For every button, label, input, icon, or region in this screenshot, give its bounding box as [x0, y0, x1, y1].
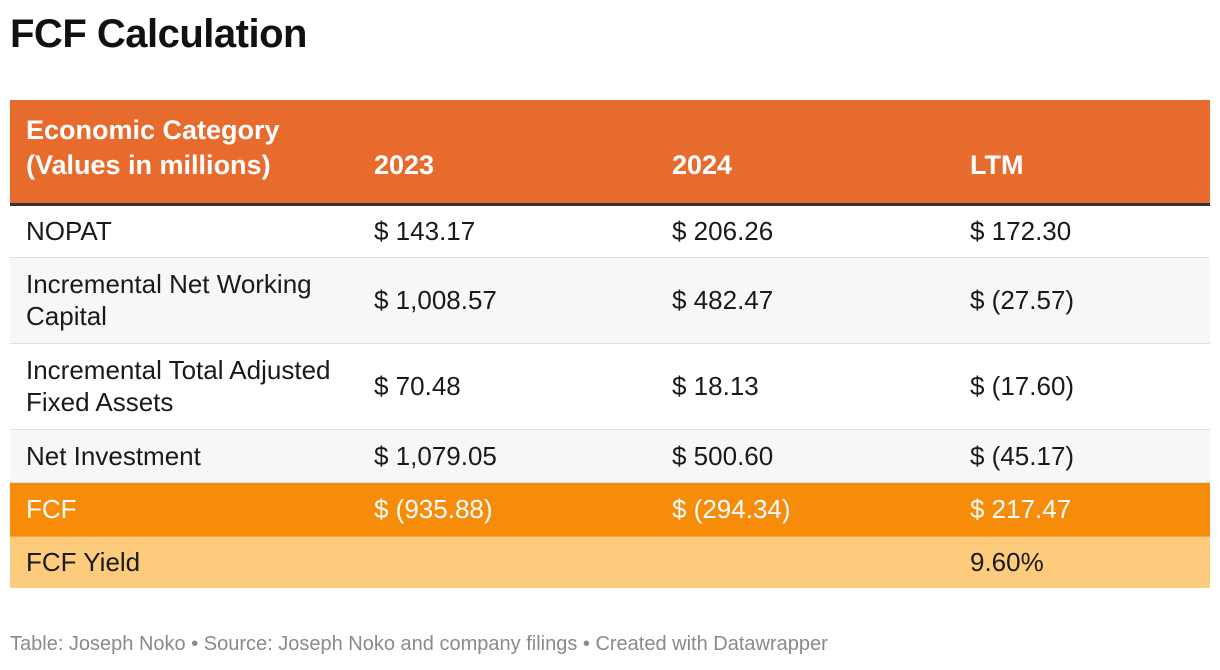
header-ltm: LTM: [954, 100, 1210, 206]
cell-2024: [656, 536, 954, 588]
cell-ltm: $ 217.47: [954, 482, 1210, 537]
cell-ltm: $ (17.60): [954, 343, 1210, 430]
cell-ltm: $ 172.30: [954, 204, 1210, 258]
cell-2024: $ 18.13: [656, 343, 954, 430]
footer-credits: Table: Joseph Noko • Source: Joseph Noko…: [10, 633, 828, 655]
table-row-incremental-fixed-assets: Incremental Total Adjusted Fixed Assets …: [10, 343, 1210, 430]
cell-ltm: 9.60%: [970, 547, 1044, 578]
header-row: Economic Category (Values in millions) 20…: [10, 100, 1210, 206]
table-header: Economic Category (Values in millions) 20…: [10, 100, 1210, 206]
cell-ltm: $ (45.17): [954, 429, 1210, 483]
table-row-incremental-nwc: Incremental Net Working Capital $ 1,008.…: [10, 257, 1210, 344]
cell-ltm: $ (27.57): [954, 257, 1210, 344]
table-row-net-investment: Net Investment $ 1,079.05 $ 500.60 $ (45…: [10, 429, 1210, 483]
table-row-nopat: NOPAT $ 143.17 $ 206.26 $ 172.30: [10, 204, 1210, 258]
cell-2024: $ (294.34): [656, 482, 954, 537]
table-row-fcf-yield: FCF Yield 9.60%: [10, 536, 1210, 588]
header-category-line2: (Values in millions): [26, 149, 271, 180]
cell-2024: $ 500.60: [656, 429, 954, 483]
table-row-fcf: FCF $ (935.88) $ (294.34) $ 217.47: [10, 482, 1210, 537]
cell-2024: $ 206.26: [656, 204, 954, 258]
row-label: Net Investment: [10, 429, 358, 483]
header-category-line1: Economic Category: [26, 114, 280, 145]
row-label: FCF Yield: [26, 547, 141, 578]
header-category: Economic Category (Values in millions): [10, 100, 358, 206]
row-label: Incremental Net Working Capital: [10, 257, 358, 344]
header-2024: 2024: [656, 100, 954, 206]
page-title: FCF Calculation: [10, 12, 307, 56]
cell-2023: $ 143.17: [358, 204, 656, 258]
cell-2023: [358, 536, 656, 588]
header-2023: 2023: [358, 100, 656, 206]
cell-2023: $ (935.88): [358, 482, 656, 537]
cell-2023: $ 1,008.57: [358, 257, 656, 344]
row-label: Incremental Total Adjusted Fixed Assets: [10, 343, 358, 430]
table-body: NOPAT $ 143.17 $ 206.26 $ 172.30 Increme…: [10, 204, 1210, 588]
cell-2023: $ 1,079.05: [358, 429, 656, 483]
row-label: FCF: [10, 482, 358, 537]
cell-2024: $ 482.47: [656, 257, 954, 344]
cell-2023: $ 70.48: [358, 343, 656, 430]
row-label: NOPAT: [10, 204, 358, 258]
fcf-table: Economic Category (Values in millions) 20…: [10, 100, 1210, 588]
